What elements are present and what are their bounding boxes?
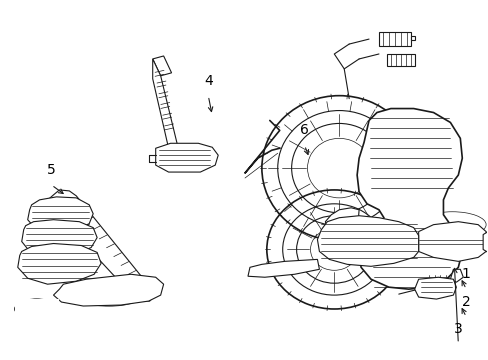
Text: 2: 2 xyxy=(461,295,469,309)
Polygon shape xyxy=(15,299,59,319)
Polygon shape xyxy=(482,231,488,252)
Polygon shape xyxy=(18,243,101,284)
Polygon shape xyxy=(356,109,461,289)
Text: 1: 1 xyxy=(461,267,470,281)
Text: 3: 3 xyxy=(453,322,462,336)
Text: 4: 4 xyxy=(203,74,212,88)
Polygon shape xyxy=(449,269,462,282)
Polygon shape xyxy=(152,56,171,76)
Polygon shape xyxy=(325,208,358,238)
Polygon shape xyxy=(53,274,163,306)
Polygon shape xyxy=(410,36,414,40)
Polygon shape xyxy=(378,32,410,46)
Polygon shape xyxy=(45,190,155,301)
Polygon shape xyxy=(21,220,97,256)
Polygon shape xyxy=(317,216,418,266)
Polygon shape xyxy=(414,277,455,299)
Polygon shape xyxy=(247,260,319,277)
Polygon shape xyxy=(28,197,93,231)
Text: 5: 5 xyxy=(47,163,56,177)
Text: 6: 6 xyxy=(300,123,308,137)
Polygon shape xyxy=(152,59,177,148)
Polygon shape xyxy=(418,222,485,261)
Polygon shape xyxy=(386,54,414,66)
Polygon shape xyxy=(155,143,218,172)
